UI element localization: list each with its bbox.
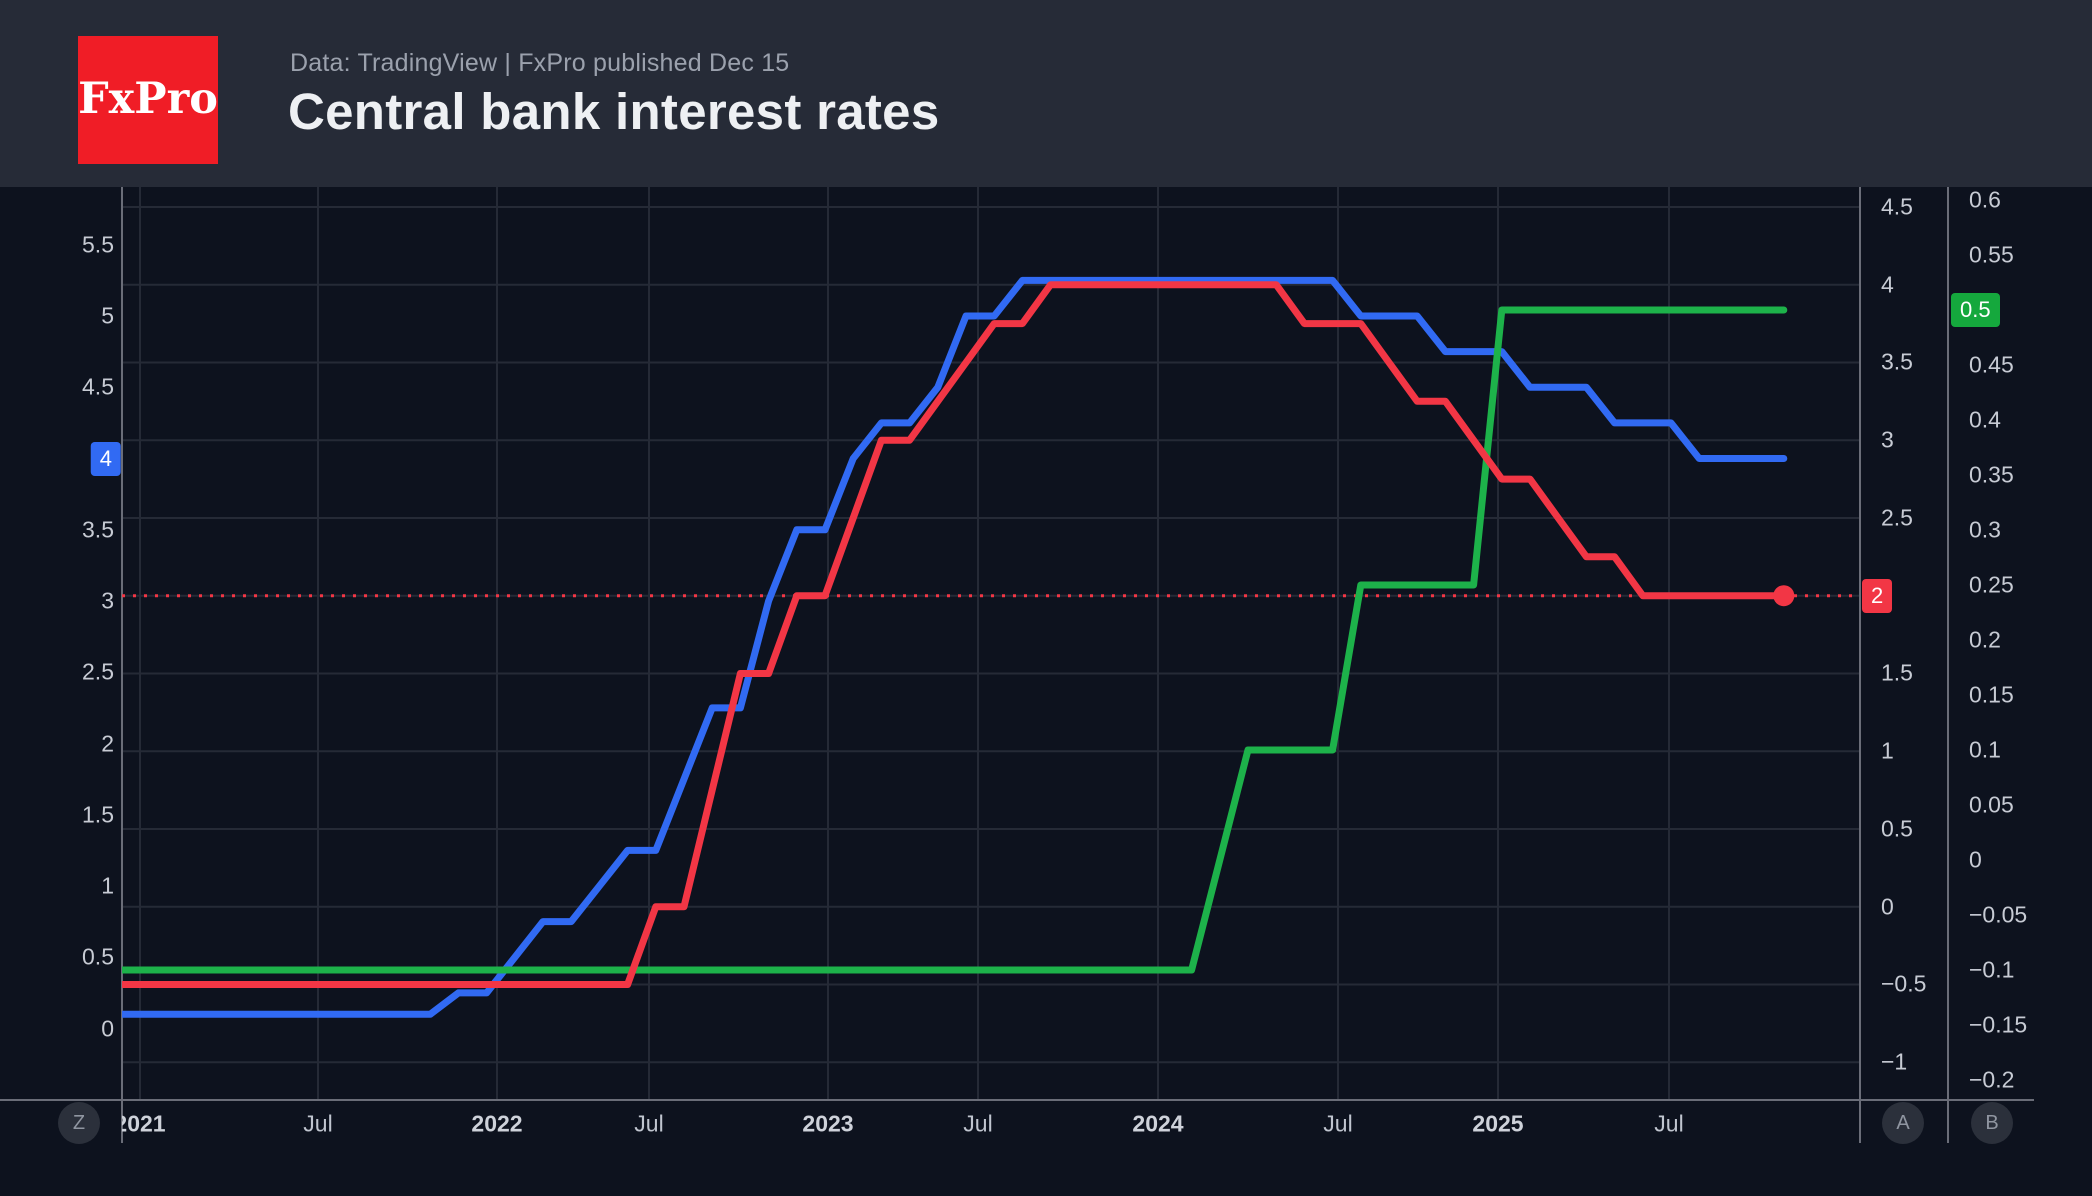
time-tick-month: Jul [963, 1110, 993, 1137]
scale-b-tick: −0.05 [1969, 901, 2028, 928]
time-tick-month: Jul [1654, 1110, 1684, 1137]
time-tick-year: 2025 [1472, 1110, 1524, 1137]
scale-a-tick: 0 [1881, 893, 1894, 920]
time-tick-month: Jul [1323, 1110, 1353, 1137]
scale-b-tick: 0.4 [1969, 406, 2001, 433]
left-scale-tick: 3.5 [82, 516, 114, 543]
scale-a-tick: 1 [1881, 737, 1894, 764]
scale-a-tick: −1 [1881, 1048, 1908, 1075]
price-badge-red: 2 [1862, 578, 1893, 613]
price-badge-blue: 4 [90, 441, 121, 476]
scale-b-tick: 0.3 [1969, 516, 2001, 543]
scale-a-tick: 3.5 [1881, 348, 1913, 375]
left-scale-tick: 1 [101, 872, 114, 899]
scale-b-tick: 0 [1969, 846, 1982, 873]
zoom-reset-button[interactable]: Z [58, 1102, 100, 1144]
left-scale-tick: 5 [101, 302, 114, 329]
scale-b-tick: 0.35 [1969, 461, 2014, 488]
time-tick-year: 2023 [802, 1110, 854, 1137]
chart-subtitle: Data: TradingView | FxPro published Dec … [290, 49, 790, 77]
series-line-green[interactable] [120, 306, 1788, 974]
series-layer [120, 276, 1795, 1018]
scale-b-tick: 0.15 [1969, 681, 2014, 708]
series-endpoint-dot-red [1773, 585, 1795, 607]
scale-b-tick: 0.05 [1969, 791, 2014, 818]
series-line-red[interactable] [120, 281, 1788, 988]
left-scale-tick: 4.5 [82, 373, 114, 400]
v-gridlines [139, 187, 1670, 1100]
series-line-blue[interactable] [120, 276, 1788, 1018]
time-tick-month: Jul [303, 1110, 333, 1137]
scale-b-tick: 0.6 [1969, 186, 2001, 213]
scale-b-tick: 0.45 [1969, 351, 2014, 378]
left-scale-tick: 5.5 [82, 231, 114, 258]
header-bar: FxPro Data: TradingView | FxPro publishe… [0, 0, 2092, 187]
scale-b-tick: 0.1 [1969, 736, 2001, 763]
time-tick-year: 2021 [122, 1110, 166, 1137]
left-scale-tick: 3 [101, 587, 114, 614]
price-badge-green: 0.5 [1951, 293, 2000, 327]
scale-b-tick: −0.1 [1969, 956, 2015, 983]
time-tick-year: 2022 [471, 1110, 523, 1137]
scale-a-tick: 0.5 [1881, 815, 1913, 842]
scale-a-tick: −0.5 [1881, 970, 1927, 997]
h-gridlines [122, 205, 1860, 1064]
scale-b-tick: −0.15 [1969, 1011, 2028, 1038]
left-scale-tick: 0 [101, 1015, 114, 1041]
left-scale-tick: 2 [101, 730, 114, 756]
scale-b-button[interactable]: B [1971, 1102, 2013, 1144]
scale-b-tick: −0.2 [1969, 1066, 2015, 1093]
scale-a-button[interactable]: A [1882, 1102, 1924, 1144]
scale-b-tick: 0.2 [1969, 626, 2001, 653]
page-title: Central bank interest rates [288, 83, 940, 140]
fxpro-logo: FxPro [78, 36, 218, 164]
time-axis[interactable]: 2021 Jul 2022 Jul 2023 Jul 2024 Jul 2025 Jul [122, 1100, 1860, 1196]
scale-b-tick: 0.55 [1969, 241, 2014, 268]
scale-a-tick: 2.5 [1881, 504, 1913, 531]
left-scale-tick: 1.5 [82, 801, 114, 828]
scale-b-tick: 0.25 [1969, 571, 2014, 598]
scale-a-tick: 1.5 [1881, 659, 1913, 686]
time-tick-month: Jul [634, 1110, 664, 1137]
left-scale-tick: 0.5 [82, 943, 114, 970]
scale-a-tick: 3 [1881, 426, 1894, 453]
time-tick-year: 2024 [1132, 1110, 1184, 1137]
scale-a-tick: 4 [1881, 271, 1894, 298]
left-scale-tick: 2.5 [82, 658, 114, 685]
scale-a-tick: 4.5 [1881, 193, 1913, 220]
